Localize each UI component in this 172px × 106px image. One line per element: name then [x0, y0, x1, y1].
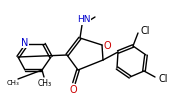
Text: HN: HN — [77, 15, 91, 24]
Text: O: O — [103, 41, 111, 51]
Text: Cl: Cl — [158, 74, 168, 84]
Text: N: N — [21, 38, 29, 48]
Text: O: O — [69, 85, 77, 95]
Text: CH₃: CH₃ — [7, 80, 19, 86]
Text: Cl: Cl — [140, 26, 150, 36]
Text: CH₃: CH₃ — [38, 80, 52, 89]
